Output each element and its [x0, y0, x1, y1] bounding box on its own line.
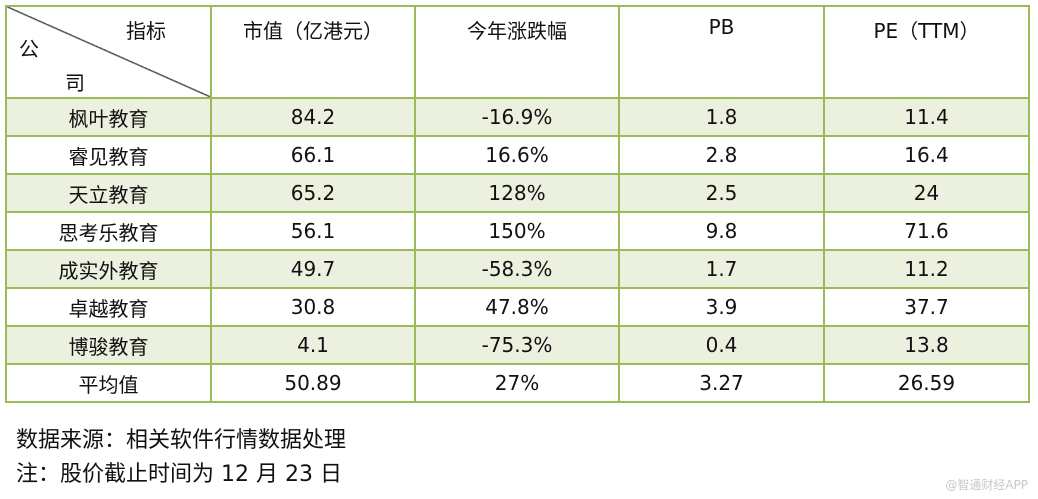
table-notes: 数据来源：相关软件行情数据处理 注：股价截止时间为 12 月 23 日	[16, 424, 346, 492]
market-cap-value: 66.1	[210, 135, 416, 175]
market-cap-value: 49.7	[210, 249, 416, 289]
ytd-change-value: 128%	[414, 173, 620, 213]
pb-value: 3.9	[618, 287, 825, 327]
education-stocks-table: 指标 公 司 市值（亿港元） 今年涨跌幅 PB PE（TTM） 枫叶教育 84.…	[5, 5, 1030, 403]
ytd-change-value: 16.6%	[414, 135, 620, 175]
market-cap-value: 65.2	[210, 173, 416, 213]
pe-value: 71.6	[823, 211, 1030, 251]
company-name: 博骏教育	[5, 325, 212, 365]
column-header-market-cap: 市值（亿港元）	[210, 5, 416, 99]
pe-value: 16.4	[823, 135, 1030, 175]
average-label: 平均值	[5, 363, 212, 403]
market-cap-value: 30.8	[210, 287, 416, 327]
company-name: 思考乐教育	[5, 211, 212, 251]
company-name: 枫叶教育	[5, 97, 212, 137]
company-name: 卓越教育	[5, 287, 212, 327]
table-row: 博骏教育 4.1 -75.3% 0.4 13.8	[5, 325, 1030, 365]
pb-value: 3.27	[618, 363, 825, 403]
table-row: 睿见教育 66.1 16.6% 2.8 16.4	[5, 135, 1030, 175]
pe-value: 26.59	[823, 363, 1030, 403]
pe-value: 11.2	[823, 249, 1030, 289]
pe-value: 24	[823, 173, 1030, 213]
header-row: 指标 公 司 市值（亿港元） 今年涨跌幅 PB PE（TTM）	[5, 5, 1030, 99]
table-row: 思考乐教育 56.1 150% 9.8 71.6	[5, 211, 1030, 251]
pe-value: 37.7	[823, 287, 1030, 327]
market-cap-value: 50.89	[210, 363, 416, 403]
pb-value: 9.8	[618, 211, 825, 251]
company-name: 睿见教育	[5, 135, 212, 175]
average-row: 平均值 50.89 27% 3.27 26.59	[5, 363, 1030, 403]
ytd-change-value: -58.3%	[414, 249, 620, 289]
ytd-change-value: 47.8%	[414, 287, 620, 327]
company-name: 天立教育	[5, 173, 212, 213]
column-header-pe-ttm: PE（TTM）	[823, 5, 1030, 99]
table-row: 成实外教育 49.7 -58.3% 1.7 11.2	[5, 249, 1030, 289]
diag-header-company-2: 司	[65, 71, 85, 95]
price-date-note: 注：股价截止时间为 12 月 23 日	[16, 462, 342, 487]
table-row: 枫叶教育 84.2 -16.9% 1.8 11.4	[5, 97, 1030, 137]
pb-value: 2.5	[618, 173, 825, 213]
ytd-change-value: 27%	[414, 363, 620, 403]
pb-value: 2.8	[618, 135, 825, 175]
table-row: 天立教育 65.2 128% 2.5 24	[5, 173, 1030, 213]
market-cap-value: 56.1	[210, 211, 416, 251]
column-header-ytd-change: 今年涨跌幅	[414, 5, 620, 99]
diag-header-metric: 指标	[126, 19, 166, 43]
diagonal-header-cell: 指标 公 司	[5, 5, 212, 99]
pe-value: 11.4	[823, 97, 1030, 137]
pb-value: 1.8	[618, 97, 825, 137]
market-cap-value: 4.1	[210, 325, 416, 365]
ytd-change-value: 150%	[414, 211, 620, 251]
company-name: 成实外教育	[5, 249, 212, 289]
watermark: @智通财经APP	[945, 478, 1028, 492]
ytd-change-value: -75.3%	[414, 325, 620, 365]
diag-header-company-1: 公	[19, 37, 39, 61]
market-cap-value: 84.2	[210, 97, 416, 137]
ytd-change-value: -16.9%	[414, 97, 620, 137]
pb-value: 0.4	[618, 325, 825, 365]
column-header-pb: PB	[618, 5, 825, 99]
data-source-note: 数据来源：相关软件行情数据处理	[16, 428, 347, 453]
pe-value: 13.8	[823, 325, 1030, 365]
pb-value: 1.7	[618, 249, 825, 289]
table-row: 卓越教育 30.8 47.8% 3.9 37.7	[5, 287, 1030, 327]
